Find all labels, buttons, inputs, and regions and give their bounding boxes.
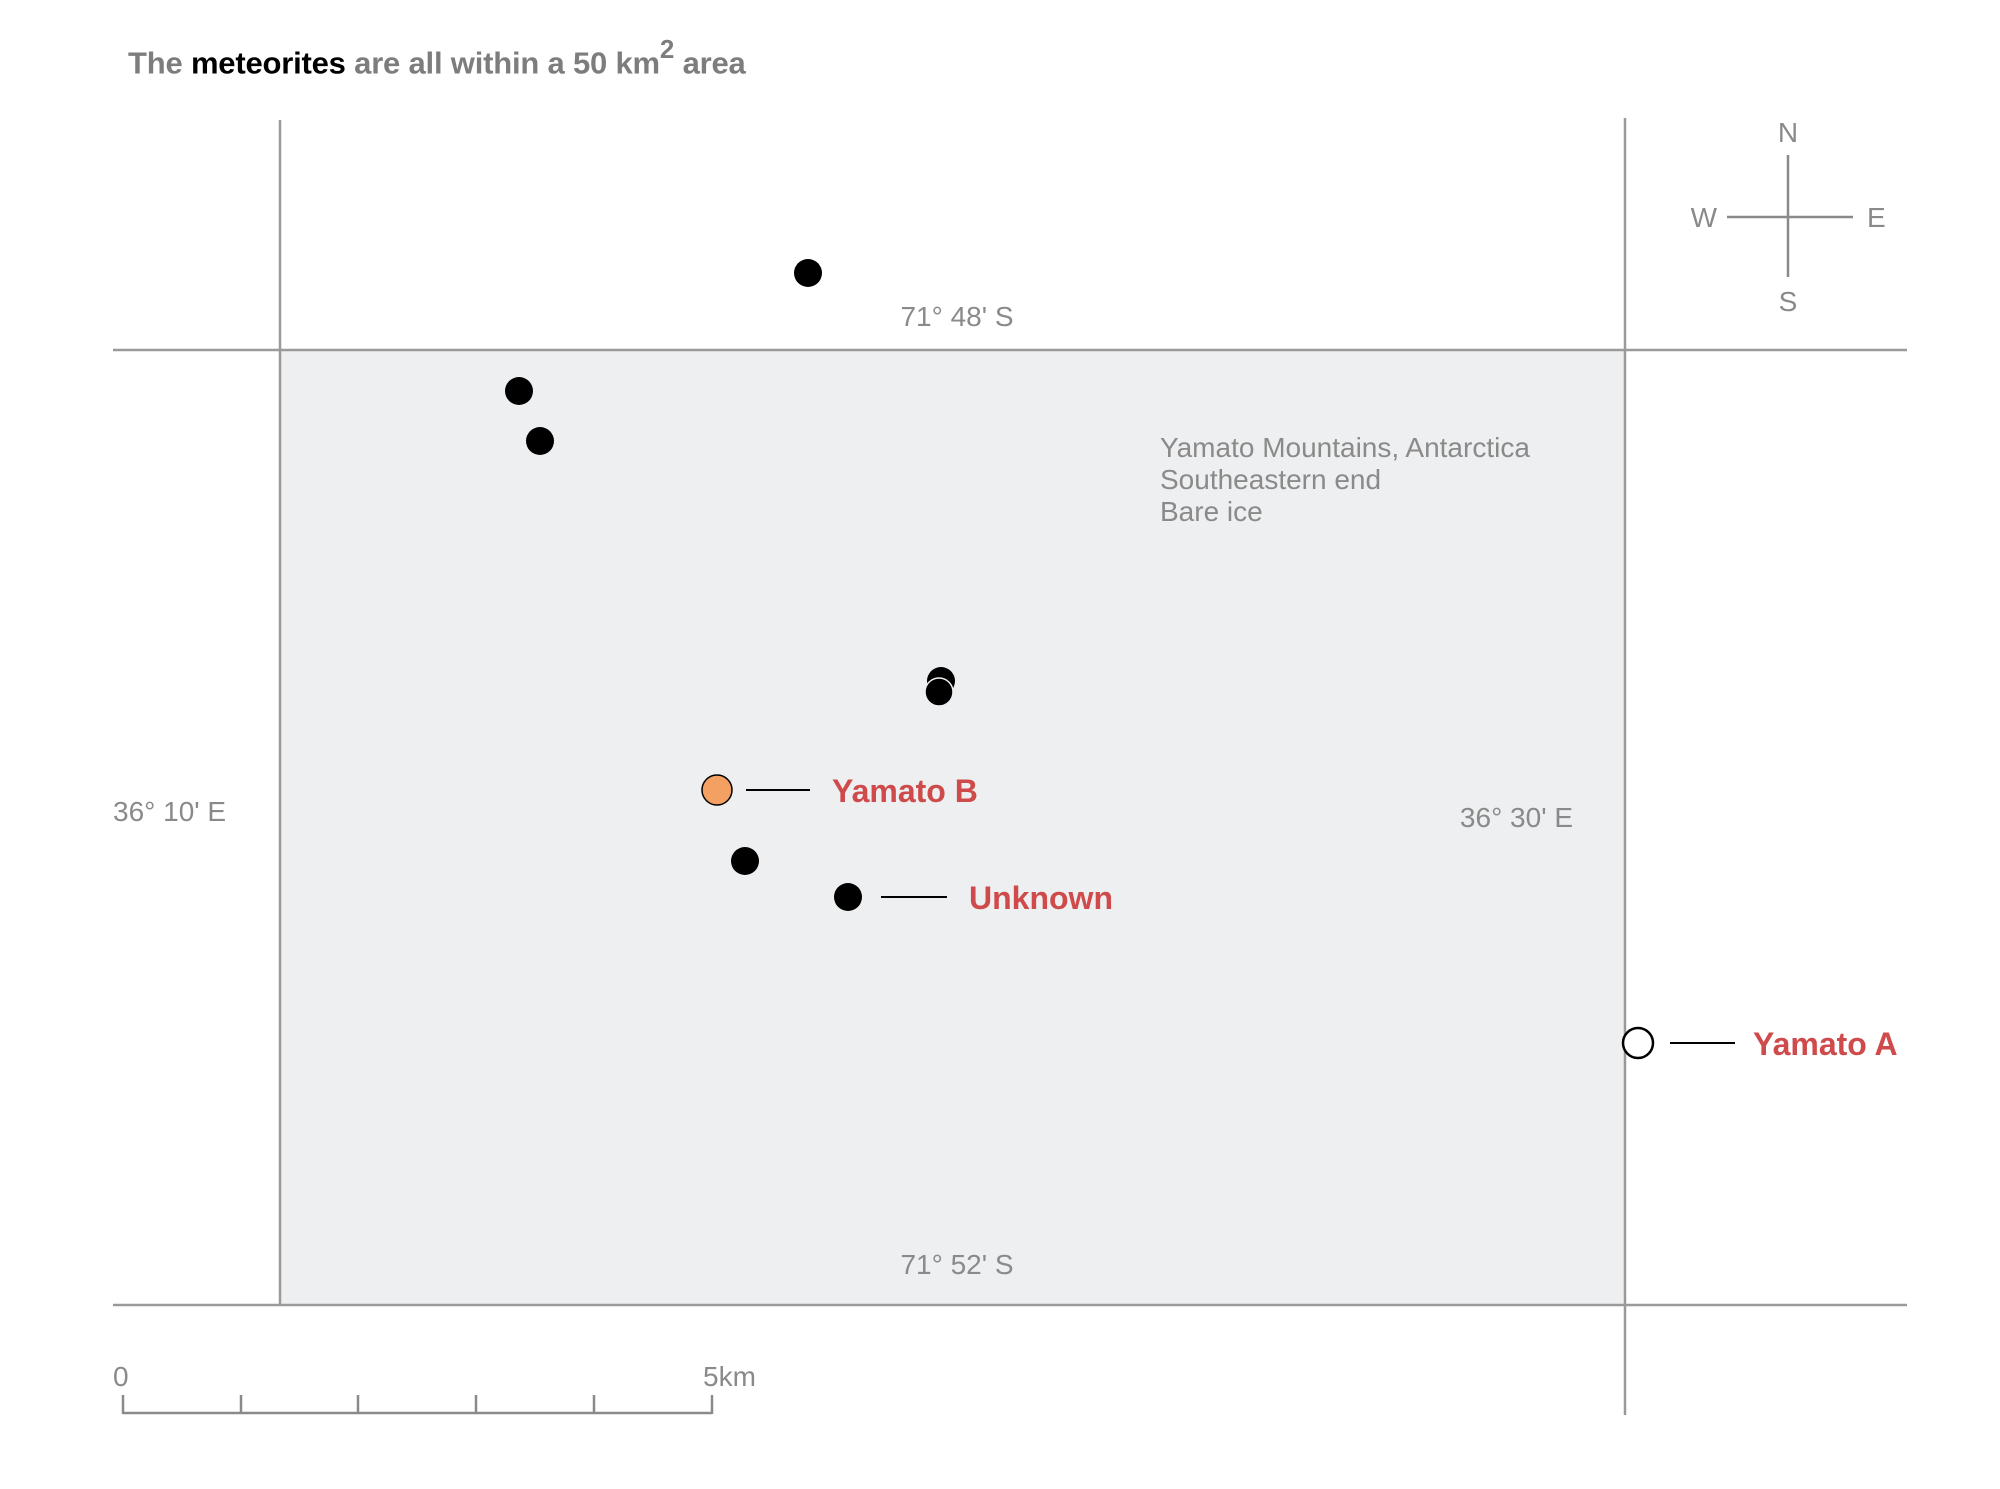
scale-start-label: 0: [113, 1361, 129, 1392]
unknown-label: Unknown: [969, 880, 1113, 916]
title-emphasis: meteorites: [190, 45, 346, 81]
yamato-b-label: Yamato B: [832, 773, 978, 809]
title-superscript: 2: [659, 34, 675, 64]
region-note-line3: Bare ice: [1160, 496, 1263, 527]
title-prefix: The: [128, 45, 183, 81]
unknown-point: [834, 883, 862, 911]
meteorite-point: [731, 847, 759, 875]
meteorite-point: [526, 427, 554, 455]
compass-west-label: W: [1691, 202, 1718, 233]
yamato-a-point: [1621, 1026, 1655, 1060]
region-note-line2: Southeastern end: [1160, 464, 1381, 495]
scale-bar: 0 5km: [113, 1361, 756, 1415]
meteorite-point: [505, 377, 533, 405]
east-longitude-label: 36° 30' E: [1460, 802, 1573, 833]
compass-icon: N S E W: [1691, 117, 1886, 317]
bare-ice-region: [280, 350, 1625, 1305]
meteorite-point: [794, 259, 822, 287]
yamato-b-point: [701, 774, 733, 806]
north-latitude-label: 71° 48' S: [900, 301, 1013, 332]
scale-end-label: 5km: [703, 1361, 756, 1392]
south-latitude-label: 71° 52' S: [900, 1249, 1013, 1280]
map-title: The meteorites are all within a 50 km2 a…: [128, 34, 746, 81]
meteorite-points: [505, 259, 1655, 1060]
yamato-a-label: Yamato A: [1753, 1026, 1898, 1062]
title-middle: are all within a 50 km: [354, 45, 660, 81]
west-longitude-label: 36° 10' E: [113, 796, 226, 827]
compass-north-label: N: [1778, 117, 1798, 148]
region-note-line1: Yamato Mountains, Antarctica: [1160, 432, 1530, 463]
meteorite-point: [924, 677, 954, 707]
compass-south-label: S: [1779, 286, 1798, 317]
compass-east-label: E: [1867, 202, 1886, 233]
title-suffix: area: [682, 45, 746, 81]
